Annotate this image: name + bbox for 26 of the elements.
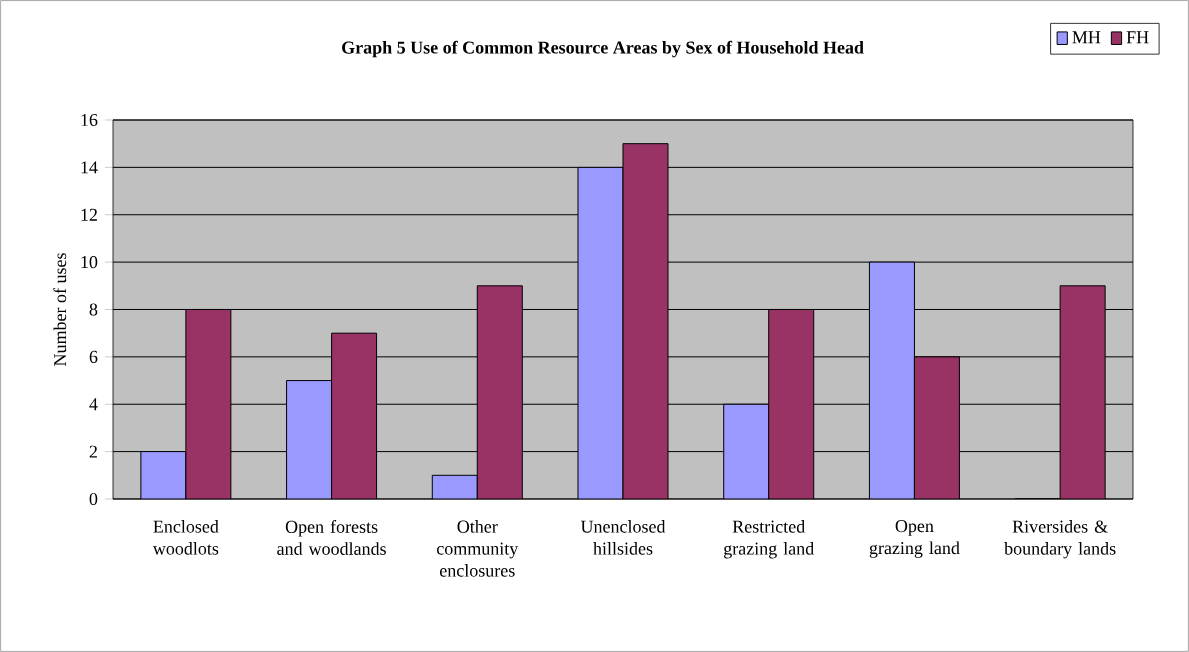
chart-title: Graph 5 Use of Common Resource Areas by Sex of Household Head <box>342 40 864 58</box>
bar <box>140 451 187 499</box>
bar <box>577 166 624 499</box>
legend-label: MH <box>1072 31 1101 44</box>
bar <box>868 261 915 499</box>
y-tick-label: 4 <box>89 398 98 411</box>
x-tick-label: Restricted grazing land <box>724 520 814 559</box>
y-tick-label: 0 <box>89 492 98 506</box>
x-tick-label: Other community enclosures <box>436 520 519 577</box>
bar <box>431 474 478 499</box>
x-tick-label: Open forests and woodlands <box>277 520 386 555</box>
y-tick-label: 16 <box>81 113 98 127</box>
x-tick-label: Unenclosed hillsides <box>580 520 666 555</box>
legend-label: FH <box>1126 31 1149 44</box>
y-tick-label: 12 <box>81 208 97 221</box>
y-tick-label: 10 <box>81 256 98 269</box>
x-tick-label: Riversides & boundary lands <box>1004 520 1116 559</box>
x-tick-label: Enclosed woodlots <box>152 520 219 555</box>
y-tick-label: 6 <box>89 350 98 363</box>
y-tick-label: 2 <box>89 445 97 458</box>
bar <box>723 403 770 499</box>
bar <box>286 380 333 499</box>
y-tick-label: 14 <box>81 161 98 174</box>
y-tick-label: 8 <box>89 303 98 316</box>
x-tick-label: Open grazing land <box>869 520 960 558</box>
y-axis-title: Number of uses <box>53 253 67 366</box>
